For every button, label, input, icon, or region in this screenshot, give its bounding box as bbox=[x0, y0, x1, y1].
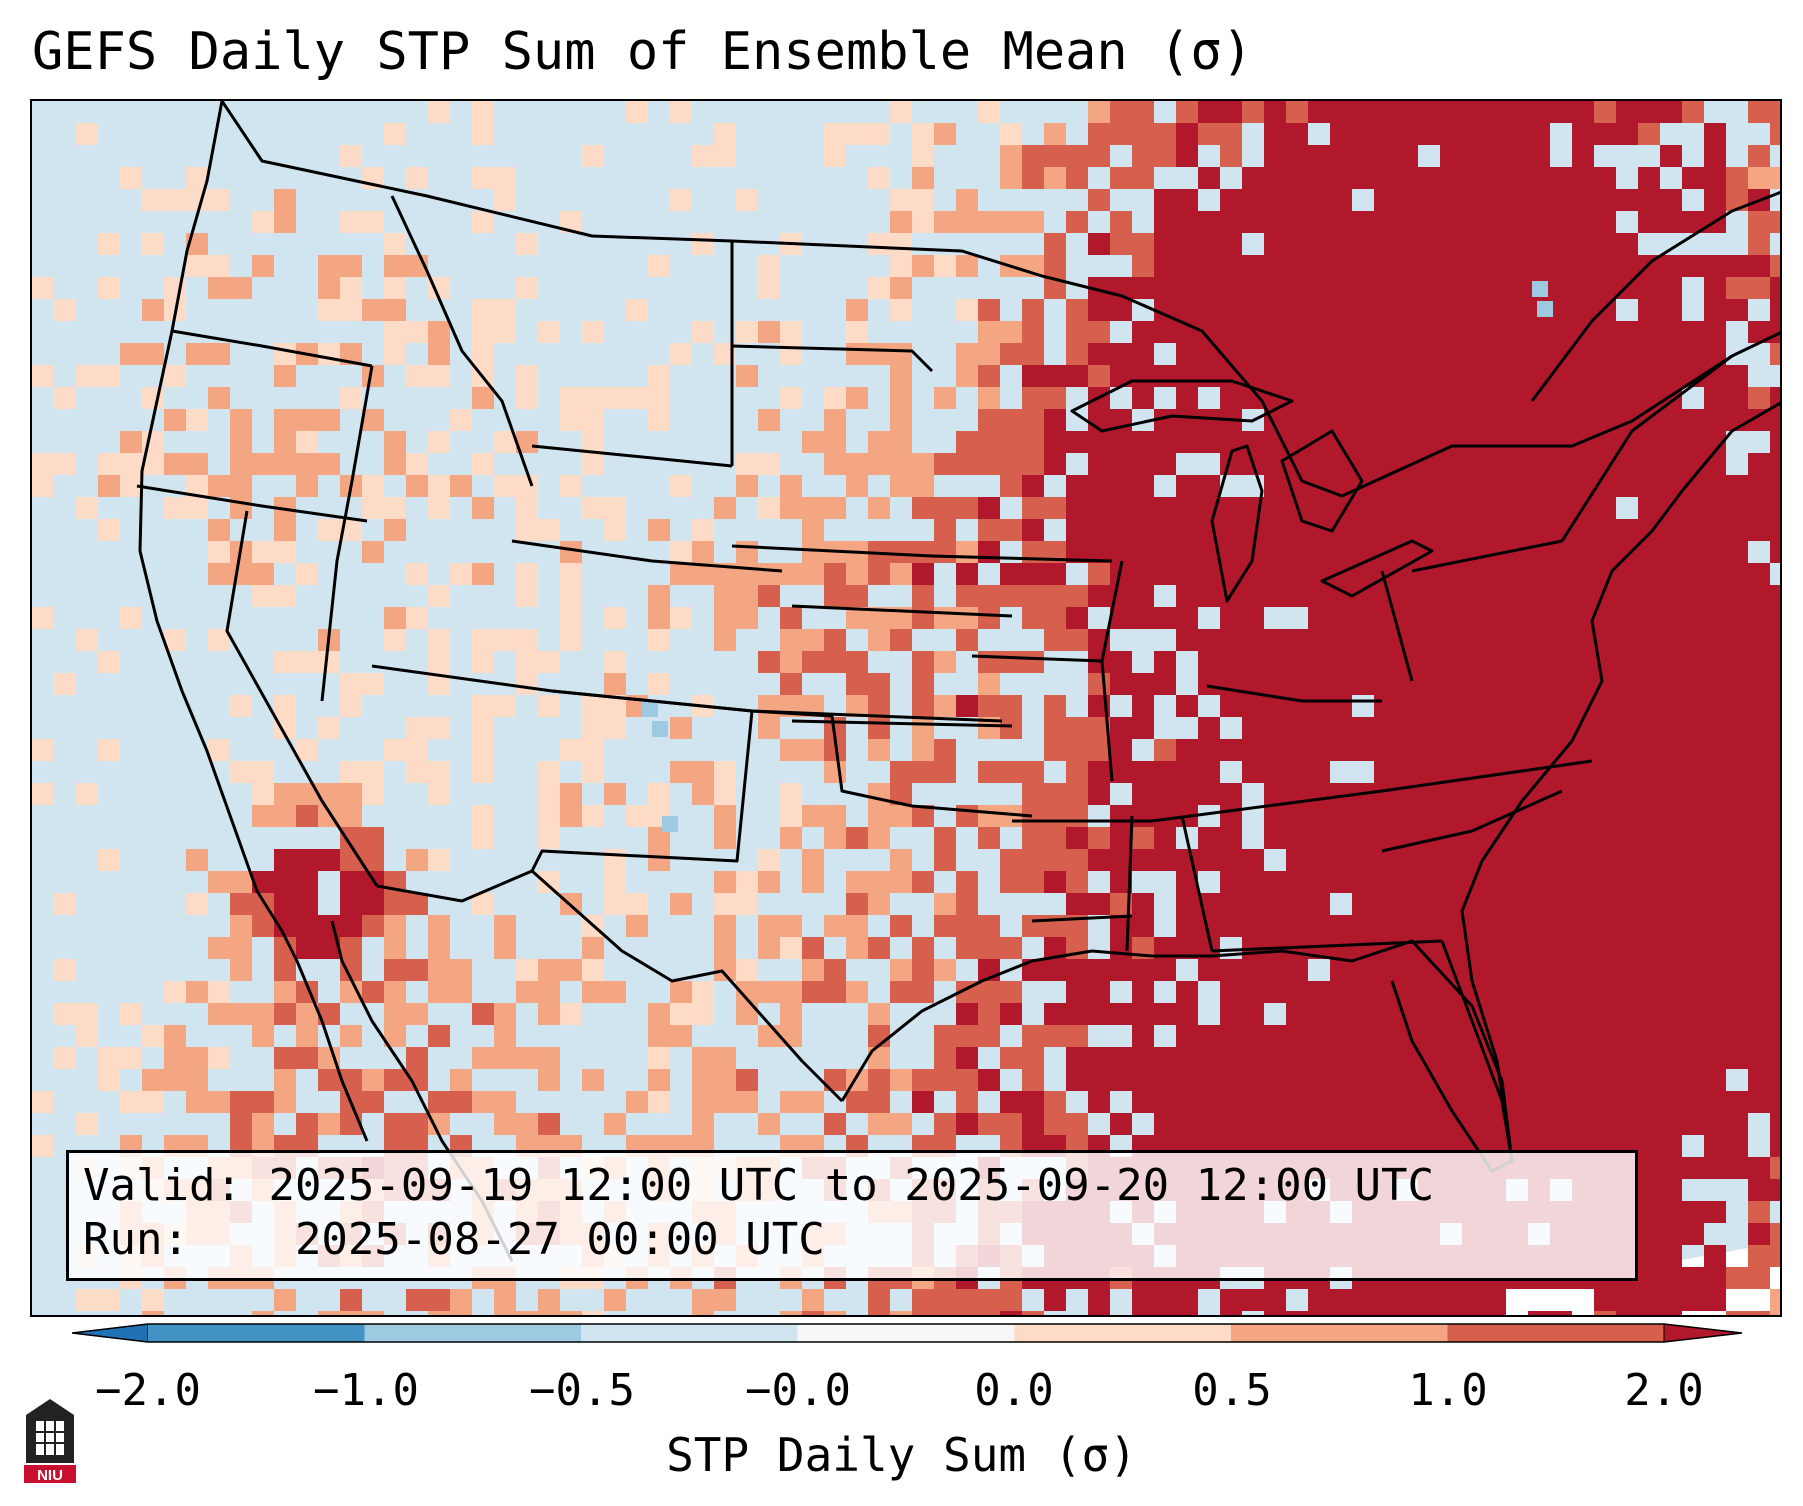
nc-sc bbox=[1381, 789, 1563, 853]
ms-al bbox=[1125, 815, 1134, 952]
east-coast bbox=[1460, 401, 1780, 1162]
colorbar-segment bbox=[581, 1324, 798, 1342]
run-value: 2025-08-27 00:00 UTC bbox=[294, 1214, 825, 1265]
state-borders bbox=[136, 101, 1780, 1262]
canada-border bbox=[220, 101, 1780, 498]
nd-sd bbox=[731, 344, 934, 373]
or-ca-nv-border bbox=[136, 484, 368, 523]
west-coast bbox=[138, 101, 369, 1142]
lake-superior bbox=[1070, 379, 1294, 433]
wa-or-border bbox=[171, 329, 373, 368]
il-in bbox=[1100, 560, 1124, 782]
lake-michigan bbox=[1210, 444, 1264, 603]
va-nc bbox=[1381, 759, 1593, 793]
texas-coast bbox=[840, 959, 1033, 1102]
ok-tx bbox=[751, 709, 1033, 818]
ca-nv-border bbox=[225, 510, 379, 887]
mt-wy-border bbox=[531, 444, 733, 468]
colorbar-tick: 2.0 bbox=[1624, 1365, 1704, 1416]
oh-pa bbox=[1380, 570, 1414, 682]
colorbar-segment bbox=[797, 1324, 1015, 1342]
pa-ny bbox=[1411, 539, 1563, 573]
colorbar-tick: −0.0 bbox=[745, 1365, 851, 1416]
niu-logo: NIU bbox=[24, 1399, 76, 1484]
ga-fl bbox=[1211, 939, 1443, 953]
ar-la bbox=[1031, 914, 1133, 923]
ks-ne bbox=[791, 604, 1013, 618]
map-panel bbox=[30, 99, 1782, 1317]
validity-info-box: Valid: 2025-09-19 12:00 UTC to 2025-09-2… bbox=[66, 1150, 1638, 1281]
colorbar-segment bbox=[1014, 1324, 1231, 1342]
wy-co bbox=[511, 539, 783, 573]
run-label: Run: bbox=[83, 1214, 189, 1265]
colorbar-tick: 1.0 bbox=[1408, 1365, 1488, 1416]
colorbar-label: STP Daily Sum (σ) bbox=[666, 1428, 1137, 1482]
co-nm bbox=[551, 689, 753, 713]
stp-anomaly-cells bbox=[32, 101, 1780, 1315]
colorbar-segment bbox=[364, 1324, 582, 1342]
colorbar-tick: 0.0 bbox=[974, 1365, 1054, 1416]
ky-oh bbox=[1206, 684, 1382, 703]
az-mx bbox=[376, 869, 844, 1103]
idaho-west bbox=[320, 365, 374, 702]
valid-value: 2025-09-19 12:00 UTC to 2025-09-20 12:00… bbox=[268, 1160, 1435, 1211]
colorbar-segment bbox=[1230, 1324, 1448, 1342]
tn-ky bbox=[1151, 789, 1383, 823]
idaho-mt bbox=[390, 195, 534, 487]
al-ga bbox=[1180, 815, 1214, 952]
chart-title: GEFS Daily STP Sum of Ensemble Mean (σ) bbox=[32, 22, 1253, 82]
colorbar-tick: −1.0 bbox=[313, 1365, 419, 1416]
ia-mo bbox=[971, 654, 1103, 663]
colorbar bbox=[72, 1323, 1742, 1343]
colorbar-tick: 0.5 bbox=[1192, 1365, 1272, 1416]
logo-text: NIU bbox=[37, 1467, 63, 1484]
colorbar-segment bbox=[148, 1324, 365, 1342]
colorbar-tick: −0.5 bbox=[529, 1365, 635, 1416]
nm-tx bbox=[530, 710, 754, 872]
gulf-coast bbox=[1031, 939, 1514, 1162]
ks-ok bbox=[791, 719, 1013, 728]
colorbar-extend-low bbox=[72, 1323, 149, 1343]
sd-ne bbox=[731, 544, 933, 558]
quebec-coast bbox=[1530, 190, 1780, 402]
lake-erie bbox=[1320, 539, 1434, 598]
colorbar-extend-high bbox=[1663, 1323, 1742, 1343]
lake-huron bbox=[1280, 429, 1364, 533]
new-england bbox=[1560, 354, 1733, 542]
map-canvas bbox=[32, 101, 1780, 1315]
valid-label: Valid: bbox=[83, 1160, 242, 1211]
colorbar-tick: −2.0 bbox=[95, 1365, 201, 1416]
colorbar-segment bbox=[1447, 1324, 1664, 1342]
colorbar-outline bbox=[72, 1323, 1742, 1343]
mn-ia bbox=[931, 554, 1113, 563]
